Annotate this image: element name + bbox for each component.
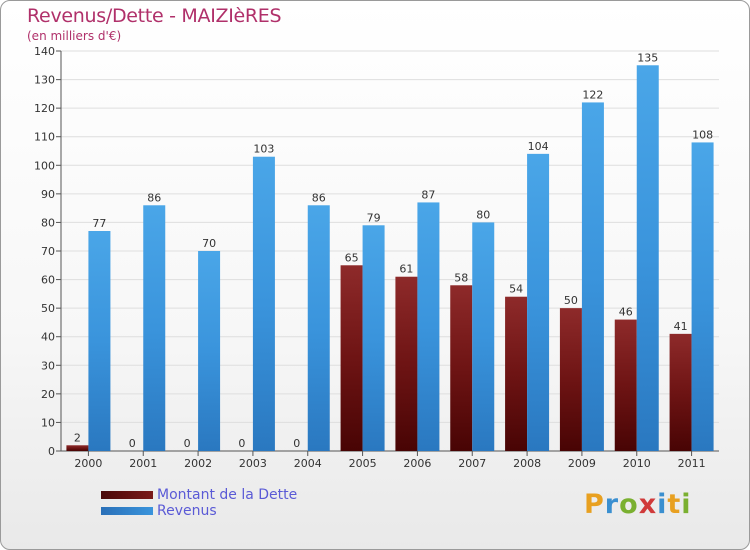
bar-revenue [88,231,111,451]
data-label-revenue: 79 [367,211,381,224]
legend: Montant de la Dette Revenus [101,487,297,519]
logo-letter: i [681,489,692,520]
legend-label-debt: Montant de la Dette [157,487,298,503]
y-tick-label: 40 [41,331,55,344]
legend-swatch-debt [101,491,153,499]
y-tick-label: 130 [34,74,55,87]
data-label-debt: 46 [619,306,633,319]
data-label-revenue: 103 [253,143,274,156]
x-tick-label: 2009 [568,457,596,470]
bar-revenue [417,202,440,451]
legend-item-debt: Montant de la Dette [101,487,297,503]
bar-revenue [198,251,221,451]
bar-debt [66,445,89,451]
bar-debt [395,276,418,451]
y-tick-label: 20 [41,388,55,401]
y-tick-label: 110 [34,131,55,144]
x-tick-label: 2011 [678,457,706,470]
data-label-debt: 58 [454,271,468,284]
bar-revenue [307,205,330,451]
x-tick-label: 2002 [184,457,212,470]
legend-swatch-revenue [101,507,153,515]
y-tick-label: 80 [41,216,55,229]
proxiti-logo: Proxiti [584,489,692,520]
data-label-debt: 41 [674,320,688,333]
y-tick-label: 50 [41,302,55,315]
logo-letter: t [667,489,682,520]
bar-revenue [527,153,550,451]
data-label-revenue: 86 [147,191,161,204]
logo-letter: o [619,489,639,520]
bar-revenue [472,222,495,451]
logo-letter: P [584,489,605,520]
logo-letter: i [657,489,668,520]
y-tick-label: 120 [34,102,55,115]
y-tick-label: 10 [41,416,55,429]
logo-letter: r [604,489,620,520]
bar-revenue [691,142,714,451]
x-tick-label: 2004 [294,457,322,470]
x-tick-label: 2001 [129,457,157,470]
x-tick-label: 2003 [239,457,267,470]
bar-revenue [581,102,604,451]
bar-revenue [252,156,275,451]
y-tick-label: 60 [41,274,55,287]
data-label-revenue: 70 [202,237,216,250]
data-label-debt: 0 [184,437,191,450]
data-label-debt: 65 [345,251,359,264]
bar-debt [450,285,473,451]
data-label-debt: 61 [399,263,413,276]
y-tick-label: 90 [41,188,55,201]
y-tick-label: 70 [41,245,55,258]
data-label-revenue: 87 [421,188,435,201]
data-label-debt: 0 [293,437,300,450]
data-label-revenue: 86 [312,191,326,204]
bar-debt [505,296,528,451]
bar-revenue [362,225,385,451]
x-tick-label: 2007 [458,457,486,470]
chart-subtitle: (en milliers d'€) [27,29,122,43]
y-tick-label: 100 [34,159,55,172]
data-label-revenue: 122 [582,88,603,101]
bar-debt [669,333,692,451]
x-tick-label: 2010 [623,457,651,470]
y-tick-label: 0 [48,445,55,458]
data-label-debt: 2 [74,431,81,444]
data-label-debt: 50 [564,294,578,307]
y-tick-label: 30 [41,359,55,372]
data-label-revenue: 104 [528,140,549,153]
legend-label-revenue: Revenus [157,503,217,519]
data-label-revenue: 135 [637,51,658,64]
data-label-debt: 0 [129,437,136,450]
x-tick-label: 2006 [403,457,431,470]
data-label-debt: 54 [509,283,523,296]
x-tick-label: 2000 [74,457,102,470]
y-tick-label: 140 [34,45,55,58]
chart-title: Revenus/Dette - MAIZIèRES [27,5,282,27]
data-label-revenue: 80 [476,208,490,221]
data-label-debt: 0 [238,437,245,450]
data-label-revenue: 108 [692,128,713,141]
x-tick-label: 2005 [349,457,377,470]
legend-item-revenue: Revenus [101,503,297,519]
bar-revenue [636,65,659,452]
bar-debt [340,265,363,451]
data-label-revenue: 77 [92,217,106,230]
bar-debt [614,319,637,451]
logo-letter: x [638,489,658,520]
bar-debt [559,308,582,451]
bar-revenue [143,205,166,451]
x-tick-label: 2008 [513,457,541,470]
